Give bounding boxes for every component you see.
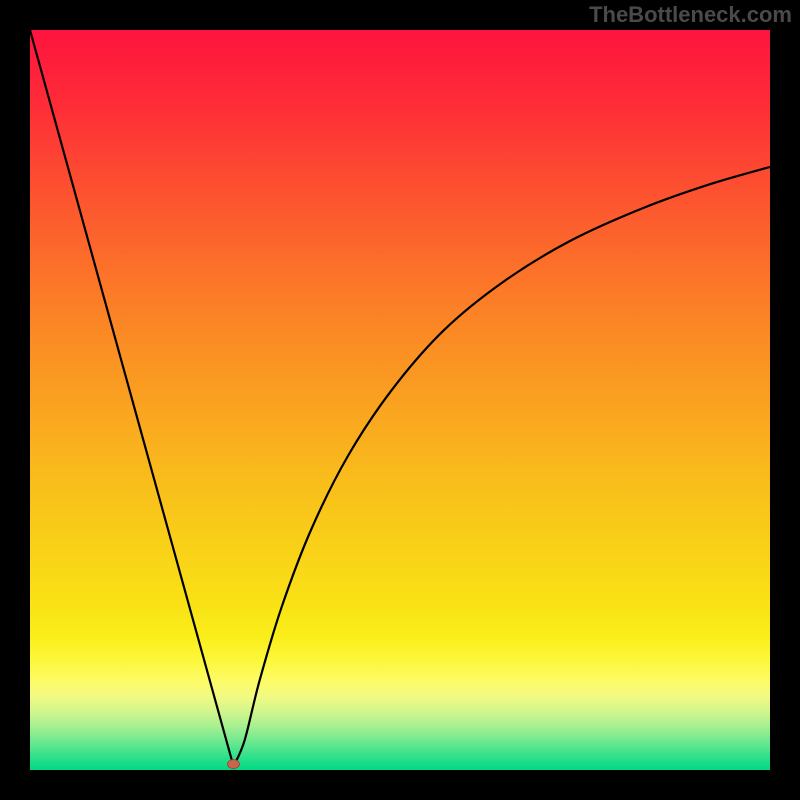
chart-background bbox=[30, 30, 770, 770]
watermark-text: TheBottleneck.com bbox=[589, 2, 792, 28]
optimal-point-marker bbox=[228, 760, 240, 769]
chart-container: TheBottleneck.com bbox=[0, 0, 800, 800]
bottleneck-chart bbox=[0, 0, 800, 800]
